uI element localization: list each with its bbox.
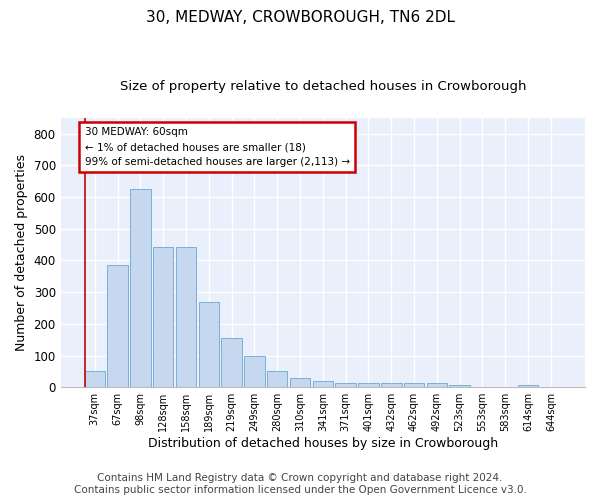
Text: 30 MEDWAY: 60sqm
← 1% of detached houses are smaller (18)
99% of semi-detached h: 30 MEDWAY: 60sqm ← 1% of detached houses… [85,128,350,167]
Bar [221,338,242,387]
Title: Size of property relative to detached houses in Crowborough: Size of property relative to detached ho… [119,80,526,93]
Bar [449,384,470,387]
Text: 30, MEDWAY, CROWBOROUGH, TN6 2DL: 30, MEDWAY, CROWBOROUGH, TN6 2DL [146,10,455,25]
Y-axis label: Number of detached properties: Number of detached properties [15,154,28,351]
Bar [130,189,151,387]
Bar [153,247,173,387]
Bar [313,381,333,387]
Bar [335,383,356,387]
Bar [176,247,196,387]
Bar [518,384,538,387]
Bar [107,265,128,387]
Text: Contains HM Land Registry data © Crown copyright and database right 2024.
Contai: Contains HM Land Registry data © Crown c… [74,474,526,495]
Bar [427,383,447,387]
Bar [381,383,401,387]
Bar [267,370,287,387]
Bar [404,383,424,387]
Bar [85,372,105,387]
Bar [199,302,219,387]
X-axis label: Distribution of detached houses by size in Crowborough: Distribution of detached houses by size … [148,437,498,450]
Bar [290,378,310,387]
Bar [244,356,265,387]
Bar [358,383,379,387]
